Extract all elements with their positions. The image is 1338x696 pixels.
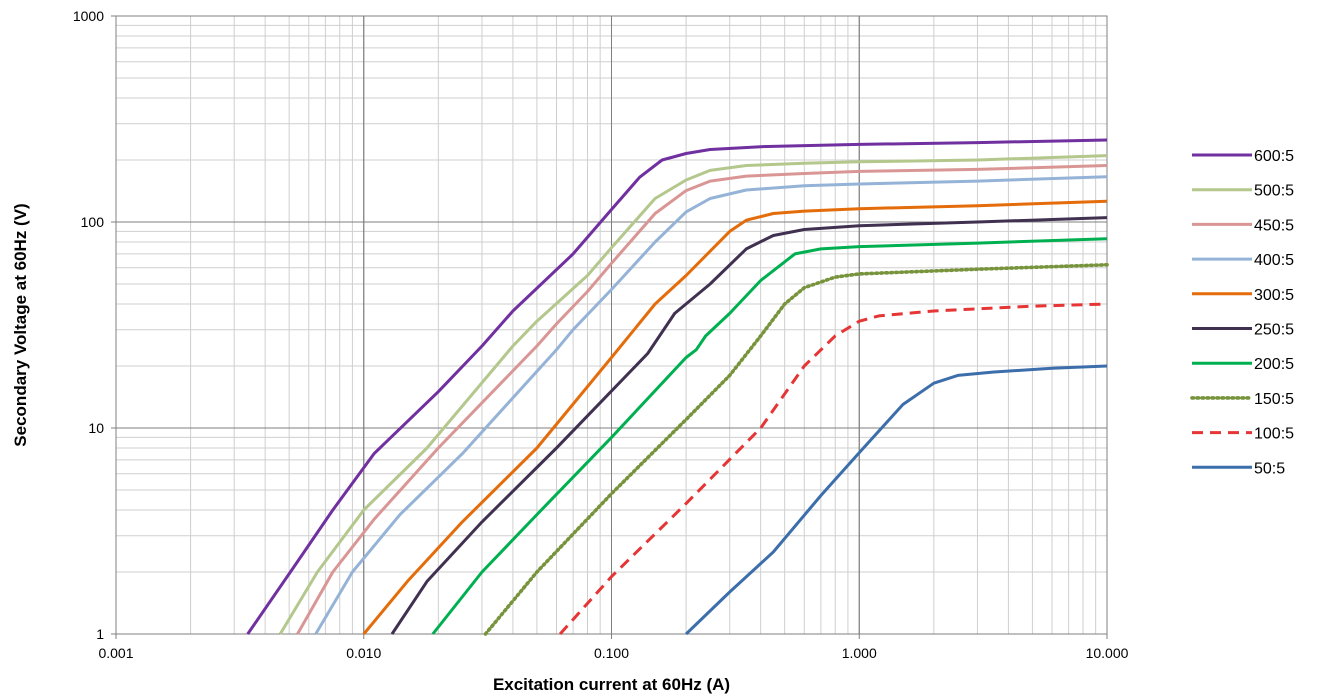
x-axis-tick-labels: 0.001 0.010 0.100 1.000 10.000 xyxy=(98,634,1129,661)
legend-label: 450:5 xyxy=(1254,217,1294,234)
y-tick-label: 10 xyxy=(88,420,104,436)
legend-label: 100:5 xyxy=(1254,426,1294,443)
series-line-250-5 xyxy=(390,216,1108,635)
legend-label: 300:5 xyxy=(1254,287,1294,304)
series-line-500-5 xyxy=(278,154,1108,635)
series-lines xyxy=(246,138,1109,636)
y-tick-label: 1 xyxy=(96,626,104,642)
legend-label: 400:5 xyxy=(1254,252,1294,269)
series-line-150-5 xyxy=(483,262,1109,636)
x-tick-label: 1.000 xyxy=(842,645,877,661)
x-tick-label: 0.010 xyxy=(346,645,381,661)
x-tick-label: 0.001 xyxy=(98,645,133,661)
series-line-600-5 xyxy=(246,138,1108,635)
legend-label: 500:5 xyxy=(1254,183,1294,200)
series-line-450-5 xyxy=(296,164,1108,635)
x-tick-label: 0.100 xyxy=(594,645,629,661)
legend-label: 150:5 xyxy=(1254,391,1294,408)
y-axis-title: Secondary Voltage at 60Hz (V) xyxy=(11,203,30,446)
legend: 600:5 500:5 450:5 400:5 300:5 250:5 200:5 150:5… xyxy=(1190,148,1294,477)
legend-label: 600:5 xyxy=(1254,148,1294,165)
legend-label: 50:5 xyxy=(1254,460,1285,477)
series-line-100-5 xyxy=(558,302,1108,636)
series-line-300-5 xyxy=(362,199,1108,635)
legend-label: 200:5 xyxy=(1254,356,1294,373)
legend-label: 250:5 xyxy=(1254,322,1294,339)
y-tick-label: 100 xyxy=(81,214,105,230)
series-line-200-5 xyxy=(431,237,1108,635)
series-line-50-5 xyxy=(685,364,1108,636)
x-axis-title: Excitation current at 60Hz (A) xyxy=(493,675,730,694)
x-tick-label: 10.000 xyxy=(1086,645,1129,661)
y-tick-label: 1000 xyxy=(73,8,104,24)
series-line-400-5 xyxy=(314,175,1108,635)
y-axis-tick-labels: 1 10 100 1000 xyxy=(73,8,116,642)
